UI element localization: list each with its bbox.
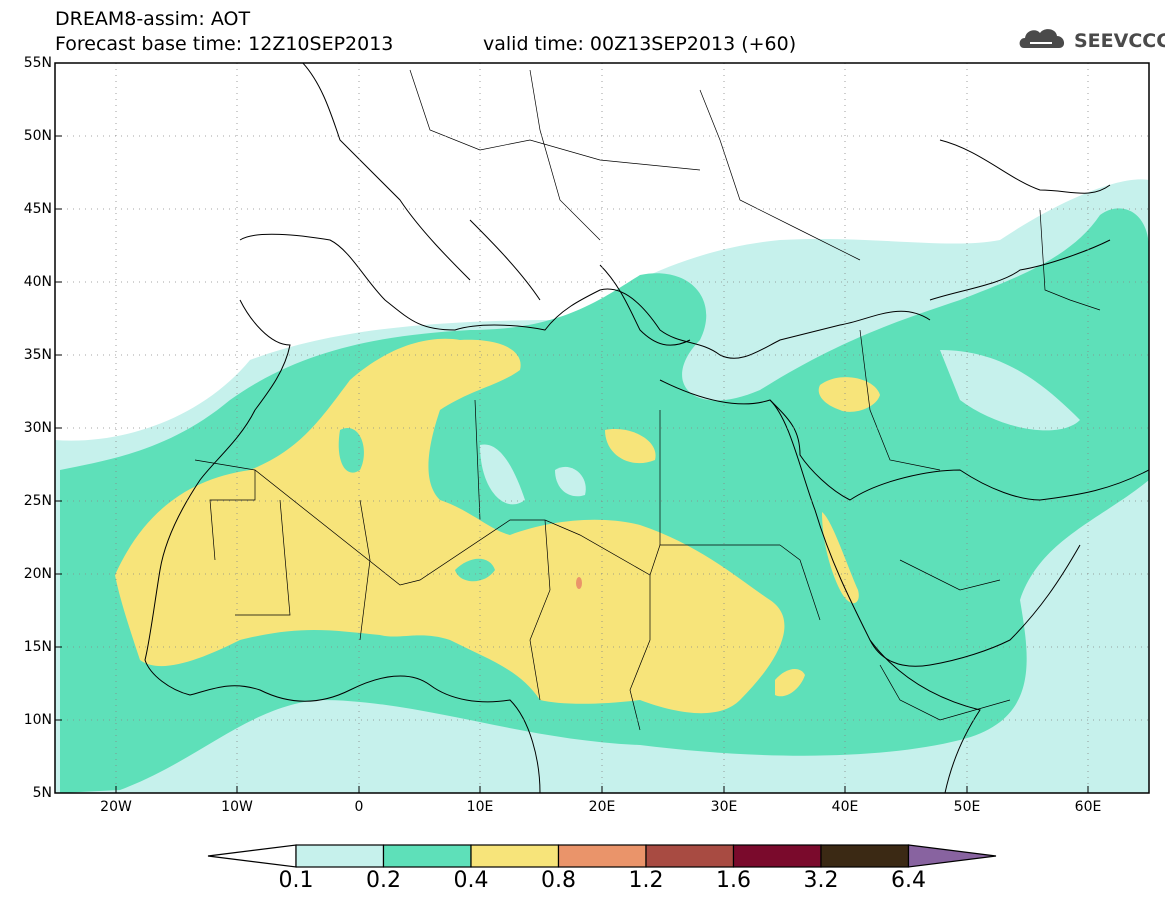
aot-field-green (60, 208, 1149, 793)
lat-label: 45N (23, 201, 52, 217)
colorbar-label: 1.6 (716, 868, 751, 893)
cloud-logo-icon (1019, 29, 1065, 48)
aot-field-green-patch (455, 558, 495, 582)
colorbar-arrow-low (207, 844, 297, 868)
lon-label: 10W (221, 799, 253, 815)
aot-field-green-patch (338, 428, 364, 473)
lat-label: 10N (23, 712, 52, 728)
aot-field-yellow (115, 338, 785, 714)
colorbar-bin (470, 844, 560, 868)
coastlines (144, 63, 1149, 793)
aot-field-orange-spot (576, 577, 582, 589)
lon-label: 20E (588, 799, 616, 815)
colorbar-label: 6.4 (891, 868, 926, 893)
map-title: DREAM8-assim: AOT (55, 8, 251, 30)
lon-label: 0 (354, 799, 364, 815)
colorbar (207, 844, 997, 868)
lat-label: 40N (23, 274, 52, 290)
grid-lines (55, 63, 1149, 793)
colorbar-label: 0.2 (366, 868, 401, 893)
colorbar-bin (295, 844, 385, 868)
colorbar-label: 0.8 (541, 868, 576, 893)
colorbar-bin (645, 844, 735, 868)
colorbar-bin (732, 844, 822, 868)
lon-label: 60E (1074, 799, 1102, 815)
aot-field-light-patch (555, 466, 586, 497)
colorbar-bin (820, 844, 910, 868)
aot-field-light-patch (940, 350, 1080, 431)
colorbar-label: 0.1 (278, 868, 314, 893)
lat-label: 30N (23, 420, 52, 436)
axis-ticks (55, 135, 1089, 793)
lat-label: 5N (32, 785, 52, 801)
country-borders (194, 69, 1101, 731)
lon-label: 10E (466, 799, 494, 815)
lon-label: 40E (831, 799, 859, 815)
colorbar-arrow-high (907, 844, 997, 868)
colorbar-label: 1.2 (628, 868, 664, 893)
logo-text: SEEVCCC (1074, 30, 1165, 52)
aot-field-yellow-patch (775, 668, 805, 697)
aot-field-yellow-patch (822, 512, 859, 604)
aot-field-light-patch (1030, 579, 1120, 664)
lon-label: 30E (710, 799, 738, 815)
lat-label: 20N (23, 566, 52, 582)
lat-label: 55N (23, 55, 52, 71)
lat-label: 15N (23, 639, 52, 655)
colorbar-label: 0.4 (453, 868, 489, 893)
lon-label: 20W (100, 799, 132, 815)
lat-label: 50N (23, 128, 52, 144)
lat-label: 25N (23, 493, 52, 509)
lon-label: 50E (953, 799, 981, 815)
colorbar-bin (557, 844, 647, 868)
valid-time: valid time: 00Z13SEP2013 (+60) (483, 33, 797, 55)
forecast-base-time: Forecast base time: 12Z10SEP2013 (55, 33, 394, 55)
aot-field-light-patch (480, 444, 525, 505)
colorbar-label: 3.2 (803, 868, 839, 893)
aot-field-yellow-patch (818, 377, 880, 412)
lat-label: 35N (23, 347, 52, 363)
colorbar-bin (382, 844, 472, 868)
map-content (55, 63, 1149, 793)
aot-field-yellow-patch (605, 429, 656, 464)
